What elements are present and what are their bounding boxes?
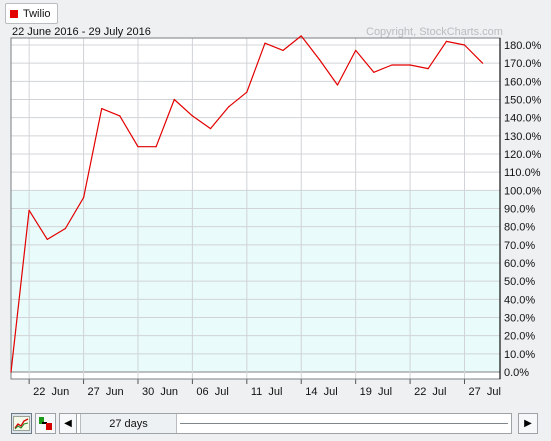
right-arrow-icon: ▶ bbox=[524, 418, 532, 429]
data-point bbox=[391, 64, 393, 66]
data-point bbox=[445, 40, 447, 42]
scroll-left-button[interactable]: ◀ bbox=[59, 413, 77, 434]
left-arrow-icon: ◀ bbox=[64, 418, 72, 429]
data-point bbox=[336, 84, 339, 86]
y-tick-label: 90.0% bbox=[504, 204, 535, 216]
y-tick-label: 30.0% bbox=[504, 313, 535, 325]
data-point bbox=[101, 107, 103, 110]
data-point bbox=[264, 42, 266, 44]
y-tick-label: 130.0% bbox=[504, 131, 542, 143]
copyright-text: Copyright, StockCharts.com bbox=[366, 26, 503, 38]
bar-chart-icon bbox=[39, 417, 52, 430]
data-point bbox=[300, 35, 302, 37]
legend-button[interactable]: Twilio bbox=[5, 3, 58, 24]
y-tick-label: 40.0% bbox=[504, 294, 535, 306]
line-chart-mode-button[interactable] bbox=[11, 413, 32, 434]
x-tick-label: 22 Jul bbox=[414, 386, 446, 398]
data-point bbox=[463, 44, 466, 46]
data-point bbox=[228, 106, 230, 108]
data-point bbox=[482, 62, 484, 64]
data-point bbox=[173, 98, 175, 101]
data-point bbox=[28, 209, 30, 211]
candle-chart-mode-button[interactable] bbox=[35, 413, 56, 434]
y-tick-label: 170.0% bbox=[504, 58, 542, 70]
data-point bbox=[137, 146, 139, 148]
data-point bbox=[119, 115, 121, 117]
y-tick-label: 180.0% bbox=[504, 40, 542, 52]
data-point bbox=[10, 371, 12, 373]
legend-swatch bbox=[10, 9, 18, 18]
y-tick-label: 10.0% bbox=[504, 349, 535, 361]
x-tick-label: 22 Jun bbox=[33, 386, 69, 398]
data-point bbox=[64, 227, 67, 230]
data-point bbox=[191, 115, 193, 117]
x-tick-label: 19 Jul bbox=[360, 386, 392, 398]
scroll-track-line bbox=[180, 423, 508, 424]
y-tick-label: 80.0% bbox=[504, 222, 535, 234]
data-point bbox=[318, 58, 320, 61]
scroll-right-button[interactable]: ▶ bbox=[518, 413, 538, 434]
x-tick-label: 14 Jul bbox=[305, 386, 337, 398]
y-tick-label: 60.0% bbox=[504, 258, 535, 270]
y-tick-label: 160.0% bbox=[504, 76, 542, 88]
data-point bbox=[409, 64, 411, 66]
data-point bbox=[155, 146, 157, 148]
y-tick-label: 120.0% bbox=[504, 149, 542, 161]
y-tick-label: 70.0% bbox=[504, 240, 535, 252]
x-tick-label: 27 Jul bbox=[469, 386, 501, 398]
data-point bbox=[82, 197, 85, 199]
y-tick-label: 0.0% bbox=[504, 367, 529, 379]
period-label: 27 days bbox=[109, 417, 148, 430]
data-point bbox=[355, 49, 357, 52]
x-tick-label: 27 Jun bbox=[88, 386, 124, 398]
data-point bbox=[246, 91, 248, 93]
y-tick-label: 50.0% bbox=[504, 276, 535, 288]
x-tick-label: 06 Jul bbox=[196, 386, 228, 398]
x-tick-label: 11 Jul bbox=[251, 386, 283, 398]
legend-label: Twilio bbox=[23, 7, 51, 20]
data-point bbox=[282, 49, 284, 52]
date-range: 22 June 2016 - 29 July 2016 bbox=[12, 26, 151, 38]
period-selector[interactable]: 27 days bbox=[80, 414, 177, 433]
y-tick-label: 110.0% bbox=[504, 167, 541, 179]
data-point bbox=[46, 238, 48, 240]
y-tick-label: 140.0% bbox=[504, 113, 542, 125]
y-tick-label: 150.0% bbox=[504, 95, 542, 107]
x-tick-label: 30 Jun bbox=[142, 386, 178, 398]
y-tick-label: 20.0% bbox=[504, 331, 535, 343]
data-point bbox=[373, 71, 375, 73]
y-tick-label: 100.0% bbox=[504, 185, 542, 197]
data-point bbox=[209, 127, 212, 130]
data-point bbox=[427, 68, 429, 70]
line-chart-icon bbox=[13, 416, 30, 431]
